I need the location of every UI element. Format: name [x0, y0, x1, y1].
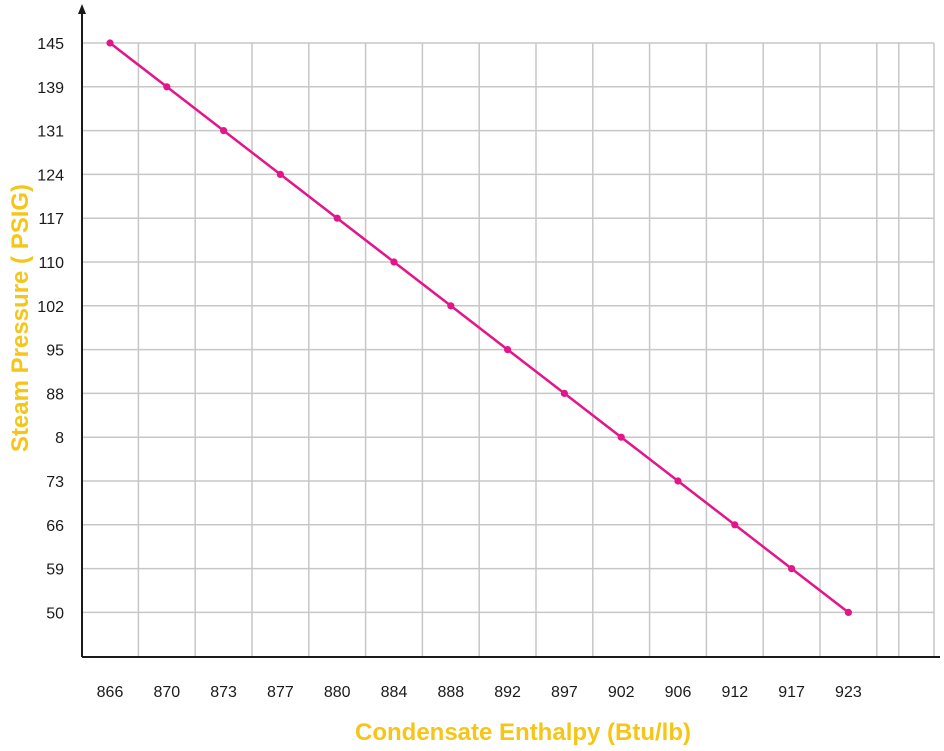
y-tick-label: 117	[38, 211, 64, 228]
x-tick-label: 897	[551, 684, 578, 701]
data-point	[731, 521, 739, 529]
x-tick-label: 873	[210, 684, 237, 701]
x-tick-label: 880	[324, 684, 351, 701]
data-point	[560, 389, 569, 397]
y-tick-label: 145	[37, 36, 64, 53]
x-tick-label: 870	[153, 684, 180, 701]
x-tick-label: 902	[608, 684, 635, 701]
x-tick-label: 912	[721, 684, 748, 701]
x-tick-label: 906	[665, 684, 692, 701]
grid	[82, 42, 935, 657]
data-point	[844, 608, 853, 617]
y-axis-arrow	[78, 4, 86, 14]
y-tick-label: 8	[55, 430, 64, 447]
x-tick-label: 917	[778, 684, 805, 701]
data-point	[106, 39, 114, 47]
series	[106, 39, 853, 617]
y-tick-label: 66	[46, 518, 64, 535]
data-point	[788, 565, 796, 573]
y-tick-label: 110	[38, 255, 64, 272]
data-point	[504, 346, 512, 354]
x-tick-label: 923	[835, 684, 862, 701]
x-tick-label: 866	[97, 684, 124, 701]
y-tick-label: 59	[46, 562, 64, 579]
data-point	[674, 477, 682, 485]
data-point	[220, 127, 228, 135]
y-tick-label: 139	[37, 80, 64, 97]
y-tick-label: 124	[37, 167, 64, 184]
y-tick-label: 102	[37, 299, 64, 316]
x-tick-label: 877	[267, 684, 294, 701]
axes	[78, 4, 940, 658]
data-point	[617, 433, 625, 441]
data-point	[390, 258, 398, 266]
y-tick-label: 73	[46, 474, 64, 491]
y-tick-label: 88	[46, 386, 64, 403]
series-line	[109, 42, 850, 614]
y-tick-label: 95	[46, 343, 64, 360]
x-axis-title: Condensate Enthalpy (Btu/lb)	[355, 719, 691, 746]
y-tick-label: 131	[37, 124, 64, 141]
x-tick-label: 884	[381, 684, 408, 701]
x-tick-label: 892	[494, 684, 521, 701]
data-point	[163, 83, 171, 91]
x-tick-label: 888	[437, 684, 464, 701]
y-axis-title: Steam Pressure ( PSIG)	[7, 184, 34, 452]
y-tick-label: 50	[46, 605, 64, 622]
data-point	[333, 214, 341, 222]
data-point	[447, 302, 455, 310]
data-point	[276, 170, 284, 178]
x-tick-labels: 866 870 873 877 880 884 888 892 897 902 906 912 917 9…	[97, 684, 862, 701]
